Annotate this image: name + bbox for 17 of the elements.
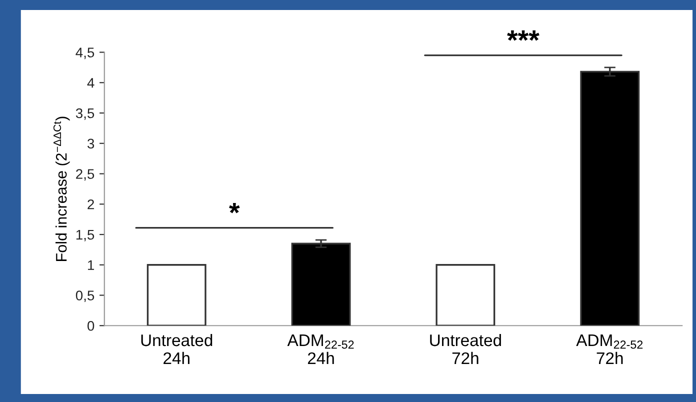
y-tick-label: 1 [88, 260, 94, 270]
annotation: * [229, 202, 240, 214]
y-tick-label: 2,5 [76, 169, 94, 181]
text: *** [507, 30, 540, 41]
y-tick-label: 3,5 [76, 108, 94, 120]
y-tick-label: 4,5 [76, 48, 94, 60]
y-tick-label: 3 [87, 138, 94, 149]
y-tick-label: 2 [88, 199, 94, 210]
y-tick-label: 4 [87, 78, 94, 88]
y-tick-label: 0,5 [76, 290, 94, 302]
y-tick-label: 0 [87, 320, 94, 331]
x-tick-label: ADM$_{22-52}$ 72h [576, 334, 643, 364]
x-tick-label: ADM$_{22-52}$ 24h [287, 334, 354, 364]
y-tick-label: 1,5 [76, 230, 94, 242]
y-axis-title: Fold increase (2$^{−ΔΔCt}$) [53, 116, 70, 261]
x-tick-label: Untreated 24h [141, 334, 212, 364]
x-tick-label: Untreated 72h [430, 334, 501, 364]
